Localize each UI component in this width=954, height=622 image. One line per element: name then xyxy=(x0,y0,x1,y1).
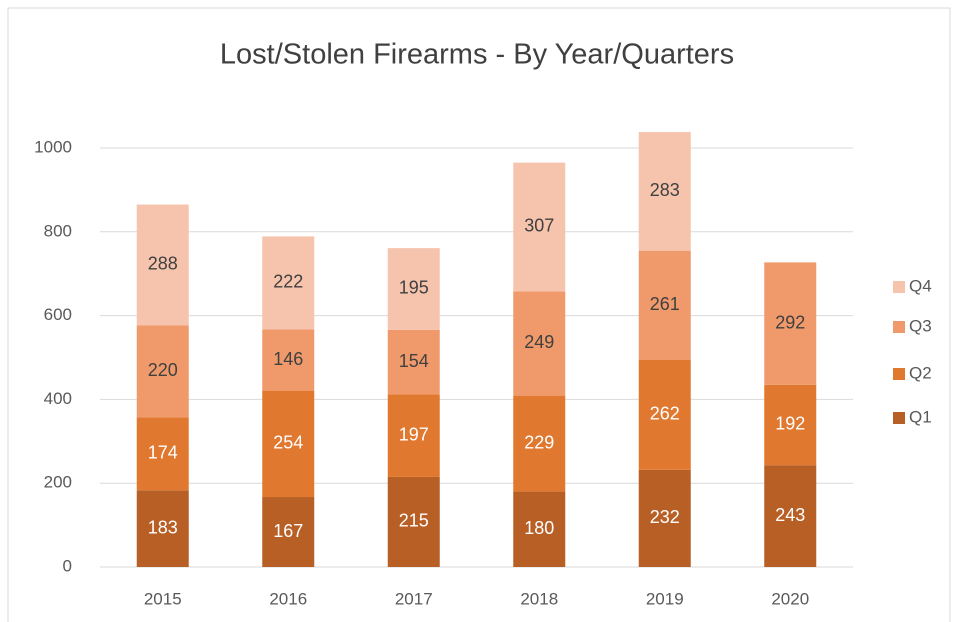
legend-label: Q1 xyxy=(909,407,932,426)
data-label: 243 xyxy=(775,505,805,525)
bar-segment xyxy=(262,390,315,498)
data-label: 307 xyxy=(524,216,554,236)
chart-title: Lost/Stolen Firearms - By Year/Quarters xyxy=(220,39,734,71)
x-tick-label: 2018 xyxy=(520,589,558,608)
y-tick-label: 200 xyxy=(44,473,72,492)
data-label: 283 xyxy=(650,180,680,200)
bar-segment xyxy=(638,360,691,470)
legend-swatch xyxy=(893,281,905,293)
bar-segment xyxy=(513,162,566,292)
data-label: 183 xyxy=(148,517,178,537)
data-label: 220 xyxy=(148,360,178,380)
bar-segment xyxy=(764,262,817,385)
data-label: 180 xyxy=(524,518,554,538)
bar-segment xyxy=(262,329,315,391)
y-tick-label: 1000 xyxy=(34,137,72,156)
bar-segment xyxy=(262,497,315,567)
data-label: 292 xyxy=(775,312,805,332)
bar-segment xyxy=(513,395,566,492)
y-tick-label: 400 xyxy=(44,389,72,408)
legend-swatch xyxy=(893,321,905,333)
legend-swatch xyxy=(893,368,905,380)
bar-segment xyxy=(262,236,315,330)
legend-label: Q3 xyxy=(909,316,932,335)
data-label: 222 xyxy=(273,272,303,292)
data-label: 174 xyxy=(148,443,178,463)
legend-label: Q2 xyxy=(909,363,932,382)
data-label: 154 xyxy=(399,351,429,371)
bar-segment xyxy=(764,465,817,567)
y-tick-label: 0 xyxy=(63,556,72,575)
data-label: 197 xyxy=(399,424,429,444)
data-label: 288 xyxy=(148,254,178,274)
legend-swatch xyxy=(893,412,905,424)
bar-segment xyxy=(638,132,691,251)
y-tick-label: 800 xyxy=(44,221,72,240)
bar-segment xyxy=(764,384,817,466)
data-label: 249 xyxy=(524,332,554,352)
x-tick-label: 2017 xyxy=(395,589,433,608)
bar-segment xyxy=(387,248,440,330)
bar-segment xyxy=(638,250,691,361)
bar-segment xyxy=(136,490,189,567)
data-label: 229 xyxy=(524,432,554,452)
bar-segment xyxy=(638,469,691,567)
legend-label: Q4 xyxy=(909,276,932,295)
bar-segment xyxy=(136,204,189,326)
y-tick-label: 600 xyxy=(44,305,72,324)
bar-segment xyxy=(136,417,189,491)
data-label: 232 xyxy=(650,507,680,527)
x-tick-label: 2020 xyxy=(771,589,809,608)
data-label: 215 xyxy=(399,511,429,531)
x-tick-label: 2019 xyxy=(646,589,684,608)
bar-segment xyxy=(387,476,440,567)
data-label: 261 xyxy=(650,294,680,314)
x-tick-label: 2015 xyxy=(144,589,182,608)
data-label: 192 xyxy=(775,414,805,434)
bar-segment xyxy=(387,394,440,477)
bar-segment xyxy=(136,325,189,418)
data-label: 262 xyxy=(650,404,680,424)
data-label: 167 xyxy=(273,521,303,541)
bar-segment xyxy=(387,329,440,395)
bar-segment xyxy=(513,491,566,567)
data-label: 254 xyxy=(273,433,303,453)
data-label: 146 xyxy=(273,349,303,369)
data-label: 195 xyxy=(399,278,429,298)
bar-segment xyxy=(513,291,566,396)
x-tick-label: 2016 xyxy=(269,589,307,608)
